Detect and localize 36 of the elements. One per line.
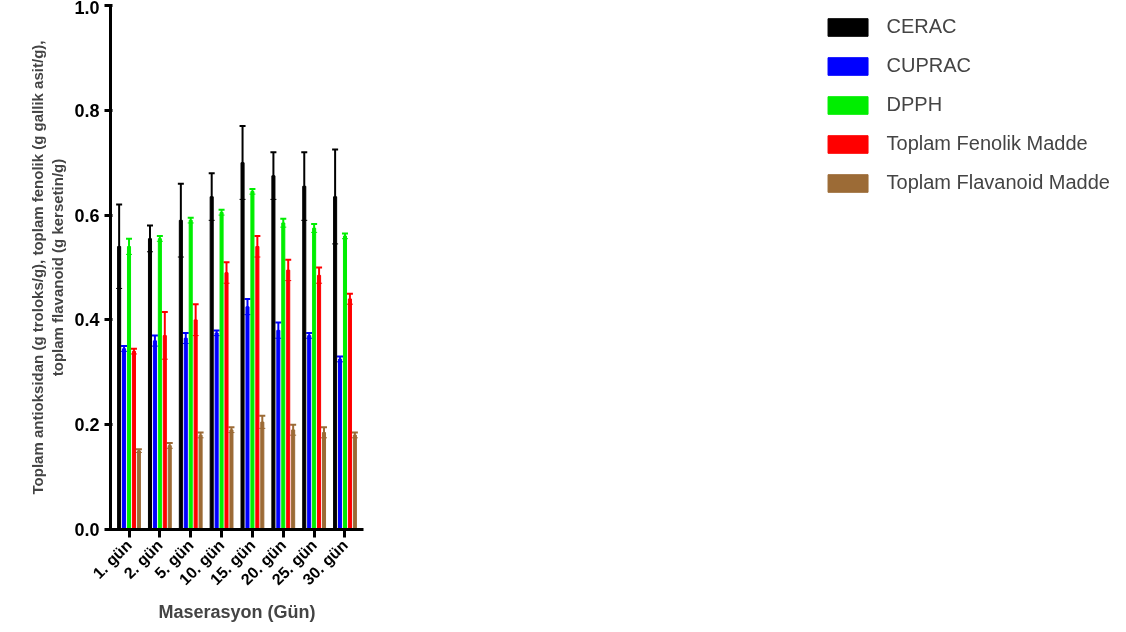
y-tick-label: 0.2 [74, 415, 100, 436]
bar [214, 332, 219, 530]
bar [312, 227, 317, 530]
bar [321, 432, 327, 530]
bar [198, 434, 203, 530]
y-tick-label: 1.0 [74, 0, 100, 18]
y-axis-title: Toplam antioksidan (g troloks/g), toplam fenolik (g gallik asit/g), toplam flavanoid (g kersetin/g) [29, 40, 67, 495]
y-tick-label: 0.8 [74, 100, 100, 121]
bar [157, 238, 162, 530]
legend-label: CUPRAC [886, 54, 971, 77]
bar [229, 429, 234, 530]
legend-label: CERAC [886, 15, 957, 38]
bar [167, 445, 172, 530]
legend-label: Toplam Flavanoid Madde [886, 171, 1110, 194]
bar [136, 450, 141, 530]
bar [260, 421, 265, 530]
x-axis-title: Maserasyon (Gün) [158, 602, 316, 623]
y-tick-label: 0.4 [74, 310, 100, 331]
bar [188, 219, 193, 530]
bar [338, 358, 343, 530]
bar [250, 191, 255, 530]
bar [352, 434, 357, 530]
legend-label: DPPH [886, 93, 943, 116]
bar [219, 211, 224, 530]
legend-label: Toplam Fenolik Madde [886, 132, 1088, 155]
y-tick-label: 0.6 [74, 205, 100, 226]
bar [131, 350, 136, 530]
bar [307, 335, 312, 530]
bar [183, 337, 188, 530]
bar [347, 298, 352, 530]
bar [291, 429, 296, 530]
bar [281, 222, 286, 530]
bar [122, 348, 127, 530]
bar [342, 235, 348, 530]
bar [152, 340, 157, 530]
y-tick-label: 0.0 [74, 520, 100, 540]
